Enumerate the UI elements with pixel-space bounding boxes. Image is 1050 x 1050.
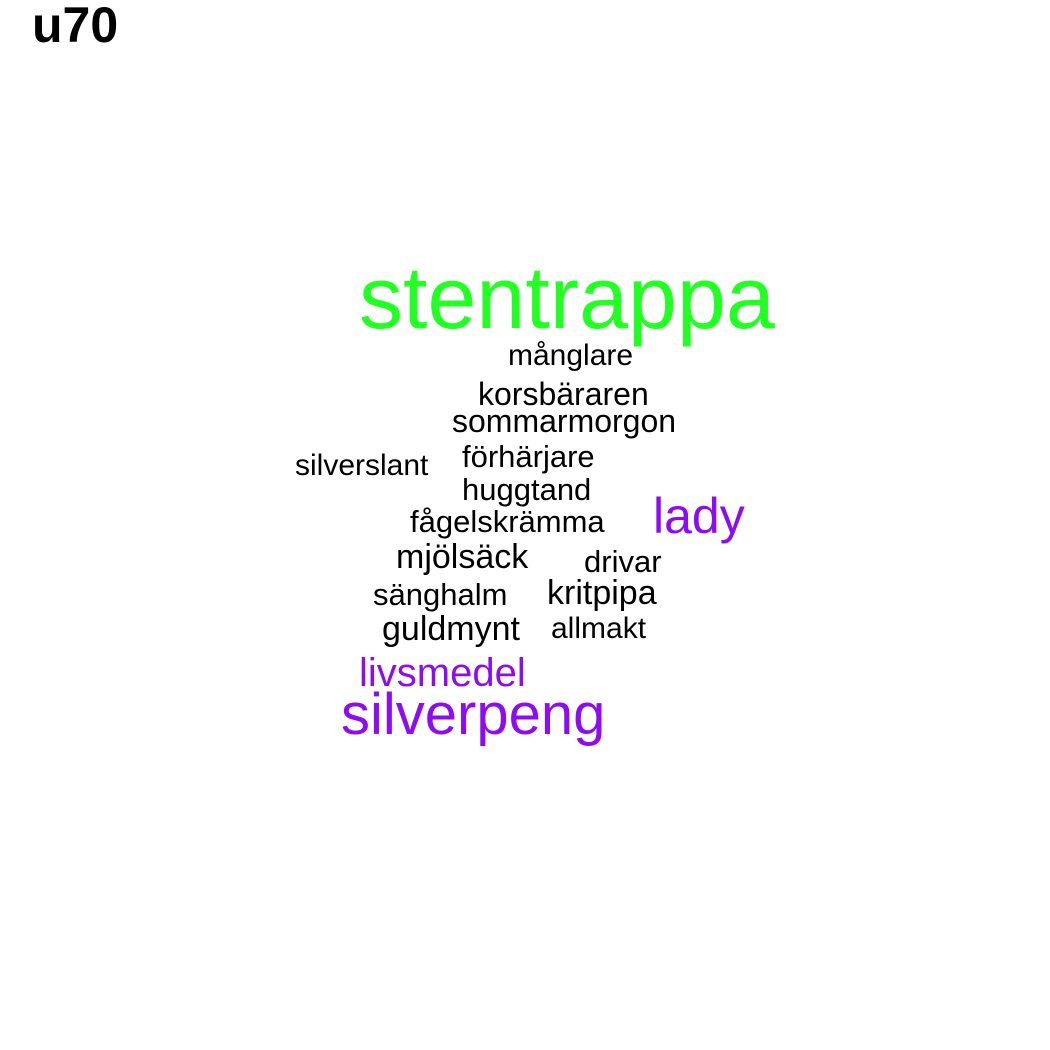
word-guldmynt: guldmynt [382,610,520,648]
word-silverpeng: silverpeng [341,682,606,747]
word-manglare: månglare [508,339,634,372]
word-forharjare: förhärjare [462,439,595,474]
word-lady: lady [653,488,745,544]
word-sanghalm: sänghalm [373,577,508,612]
page-title: u70 [32,0,119,53]
word-allmakt: allmakt [551,612,647,645]
word-mjolsack: mjölsäck [396,538,529,576]
word-sommarmorgon: sommarmorgon [452,403,677,439]
word-drivar: drivar [584,544,662,579]
word-livsmedel: livsmedel [359,651,526,695]
word-huggtand: huggtand [462,472,592,507]
word-silverslant: silverslant [295,449,429,482]
word-korsbararen: korsbäraren [478,376,649,412]
word-stentrappa: stentrappa [359,248,775,347]
word-kritpipa: kritpipa [547,574,657,612]
word-fagelskramma: fågelskrämma [410,504,605,539]
